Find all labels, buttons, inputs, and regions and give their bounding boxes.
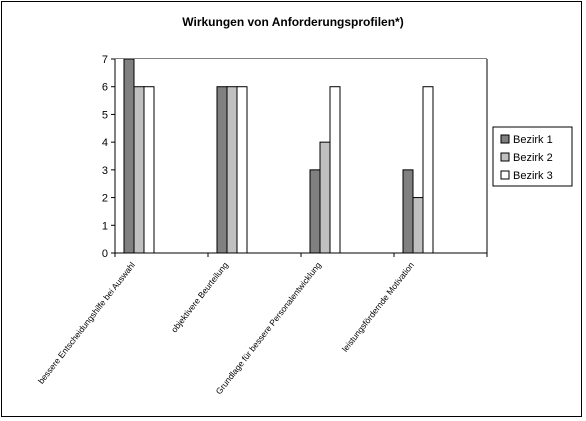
bar-bezirk-1-3 <box>309 169 321 254</box>
x-axis-category-labels: bessere Entscheidungshilfe bei Auswahl ob… <box>36 260 416 396</box>
legend-label-3: Bezirk 3 <box>513 170 553 182</box>
y-tick-label-4: 4 <box>102 137 108 149</box>
x-category-label-2: objektivere Beurteilung <box>169 260 230 335</box>
y-tick-label-2: 2 <box>102 193 108 205</box>
bar-bezirk-3-3 <box>329 86 341 254</box>
legend: Bezirk 1 Bezirk 2 Bezirk 3 <box>492 126 573 187</box>
bar-bezirk-1-2 <box>216 86 228 254</box>
y-tick-label-6: 6 <box>102 82 108 94</box>
bar-bezirk-3-2 <box>236 86 248 254</box>
bar-bezirk-1-4 <box>402 169 414 254</box>
axes <box>111 58 488 257</box>
bar-bezirk-3-1 <box>143 86 155 254</box>
bar-bezirk-2-1 <box>133 86 145 254</box>
bar-bezirk-1-1 <box>123 58 135 254</box>
bars <box>123 58 434 254</box>
legend-label-1: Bezirk 1 <box>513 134 553 146</box>
y-tick-label-0: 0 <box>102 248 108 260</box>
chart-title: Wirkungen von Anforderungsprofilen*) <box>182 15 403 29</box>
bar-bezirk-2-4 <box>412 197 424 254</box>
y-tick-label-1: 1 <box>102 220 108 232</box>
legend-swatch-3 <box>500 170 510 180</box>
y-tick-label-5: 5 <box>102 109 108 121</box>
bar-bezirk-2-3 <box>319 141 331 254</box>
x-category-label-1: bessere Entscheidungshilfe bei Auswahl <box>36 260 137 386</box>
bar-bezirk-2-2 <box>226 86 238 254</box>
bar-bezirk-3-4 <box>422 86 434 254</box>
legend-swatch-2 <box>500 152 510 162</box>
y-tick-label-7: 7 <box>102 54 108 66</box>
y-tick-label-3: 3 <box>102 165 108 177</box>
legend-label-2: Bezirk 2 <box>513 152 553 164</box>
y-axis-tick-labels: 0 1 2 3 4 5 6 7 <box>102 54 108 260</box>
x-category-label-3: Grundlage für bessere Personalentwicklun… <box>214 260 324 396</box>
x-category-label-4: leistungsfördernde Motivation <box>340 260 416 354</box>
legend-swatch-1 <box>500 134 510 144</box>
